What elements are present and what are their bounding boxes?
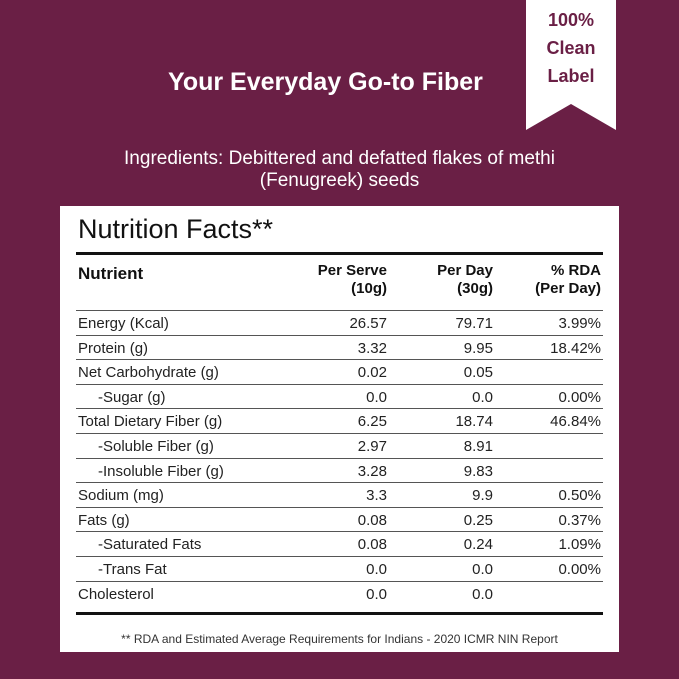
row-rda: 0.37% bbox=[558, 511, 601, 529]
row-per-day: 0.0 bbox=[472, 560, 493, 578]
row-nutrient: -Trans Fat bbox=[98, 560, 167, 578]
row-per-serve: 0.02 bbox=[357, 364, 387, 382]
nutrition-facts-card: Nutrition Facts** Nutrient Per Serve (10… bbox=[60, 206, 619, 652]
ingredients: Ingredients: Debittered and defatted fla… bbox=[60, 148, 619, 192]
row-per-serve: 6.25 bbox=[357, 413, 387, 431]
row-nutrient: -Saturated Fats bbox=[98, 536, 202, 554]
badge-line-3: Label bbox=[547, 66, 595, 86]
row-per-day: 18.74 bbox=[455, 413, 493, 431]
row-per-serve: 0.0 bbox=[366, 388, 387, 406]
nutrition-facts-title: Nutrition Facts** bbox=[78, 214, 274, 244]
table-row: Energy (Kcal) 26.57 79.71 3.99% bbox=[76, 311, 603, 336]
row-nutrient: -Soluble Fiber (g) bbox=[98, 437, 214, 455]
table-row: Protein (g) 3.32 9.95 18.42% bbox=[76, 336, 603, 361]
ingredients-line-2: (Fenugreek) seeds bbox=[259, 170, 420, 191]
row-per-day: 0.0 bbox=[472, 388, 493, 406]
row-per-day: 0.25 bbox=[463, 511, 493, 529]
row-rda: 46.84% bbox=[550, 413, 601, 431]
table-row: Net Carbohydrate (g) 0.02 0.05 bbox=[76, 360, 603, 385]
row-nutrient: Protein (g) bbox=[78, 339, 149, 357]
row-per-day: 9.9 bbox=[472, 487, 493, 505]
header-per-serve: Per Serve (10g) bbox=[287, 262, 387, 298]
row-per-day: 0.0 bbox=[472, 585, 493, 603]
row-per-serve: 3.32 bbox=[357, 339, 387, 357]
table-row: Total Dietary Fiber (g) 6.25 18.74 46.84% bbox=[76, 409, 603, 434]
row-per-serve: 0.08 bbox=[357, 536, 387, 554]
row-nutrient: Net Carbohydrate (g) bbox=[78, 364, 219, 382]
row-nutrient: Sodium (mg) bbox=[78, 487, 164, 505]
footnote: ** RDA and Estimated Average Requirement… bbox=[121, 632, 558, 646]
row-per-serve: 2.97 bbox=[357, 437, 387, 455]
row-per-serve: 0.0 bbox=[366, 560, 387, 578]
nutrition-rows: Energy (Kcal) 26.57 79.71 3.99% Protein (g)… bbox=[76, 310, 603, 605]
clean-label-badge: 100% Clean Label bbox=[526, 0, 616, 130]
row-per-serve: 0.0 bbox=[366, 585, 387, 603]
header-per-serve-line2: (10g) bbox=[351, 280, 387, 297]
divider-top bbox=[76, 252, 603, 255]
row-nutrient: -Insoluble Fiber (g) bbox=[98, 462, 224, 480]
header-rda: % RDA (Per Day) bbox=[501, 262, 601, 298]
row-rda: 3.99% bbox=[558, 315, 601, 332]
header-rda-line2: (Per Day) bbox=[535, 280, 601, 297]
row-rda: 1.09% bbox=[558, 536, 601, 554]
row-per-serve: 26.57 bbox=[349, 315, 387, 332]
row-nutrient: Fats (g) bbox=[78, 511, 130, 529]
header-per-serve-line1: Per Serve bbox=[317, 262, 387, 279]
row-nutrient: Cholesterol bbox=[78, 585, 154, 603]
row-per-serve: 3.28 bbox=[357, 462, 387, 480]
ingredients-line-1: Ingredients: Debittered and defatted fla… bbox=[124, 148, 555, 169]
table-row: -Soluble Fiber (g) 2.97 8.91 bbox=[76, 434, 603, 459]
header-per-day: Per Day (30g) bbox=[393, 262, 493, 298]
row-per-serve: 3.3 bbox=[366, 487, 387, 505]
table-row: -Sugar (g) 0.0 0.0 0.00% bbox=[76, 385, 603, 410]
header-per-day-line2: (30g) bbox=[457, 280, 493, 297]
table-row: -Insoluble Fiber (g) 3.28 9.83 bbox=[76, 459, 603, 484]
table-row: -Saturated Fats 0.08 0.24 1.09% bbox=[76, 532, 603, 557]
row-per-day: 0.24 bbox=[463, 536, 493, 554]
divider-bottom bbox=[76, 612, 603, 615]
header-rda-line1: % RDA bbox=[550, 262, 601, 279]
row-per-serve: 0.08 bbox=[357, 511, 387, 529]
row-per-day: 0.05 bbox=[463, 364, 493, 382]
table-row: Cholesterol 0.0 0.0 bbox=[76, 582, 603, 606]
badge-line-1: 100% bbox=[547, 10, 595, 30]
table-header: Nutrient Per Serve (10g) Per Day (30g) %… bbox=[76, 260, 603, 310]
table-row: Fats (g) 0.08 0.25 0.37% bbox=[76, 508, 603, 533]
row-rda: 0.00% bbox=[558, 560, 601, 578]
row-per-day: 9.83 bbox=[463, 462, 493, 480]
row-per-day: 9.95 bbox=[463, 339, 493, 357]
row-rda: 0.50% bbox=[558, 487, 601, 505]
badge-line-2: Clean bbox=[546, 38, 596, 58]
row-rda: 0.00% bbox=[558, 388, 601, 406]
table-row: -Trans Fat 0.0 0.0 0.00% bbox=[76, 557, 603, 582]
header-per-day-line1: Per Day bbox=[437, 262, 493, 279]
row-nutrient: Total Dietary Fiber (g) bbox=[78, 413, 223, 431]
row-per-day: 8.91 bbox=[463, 437, 493, 455]
row-nutrient: -Sugar (g) bbox=[98, 388, 166, 406]
table-row: Sodium (mg) 3.3 9.9 0.50% bbox=[76, 483, 603, 508]
header-nutrient: Nutrient bbox=[78, 264, 144, 283]
row-rda: 18.42% bbox=[550, 339, 601, 357]
row-nutrient: Energy (Kcal) bbox=[78, 315, 169, 332]
row-per-day: 79.71 bbox=[455, 315, 493, 332]
headline-text: Your Everyday Go-to Fiber bbox=[168, 68, 483, 96]
